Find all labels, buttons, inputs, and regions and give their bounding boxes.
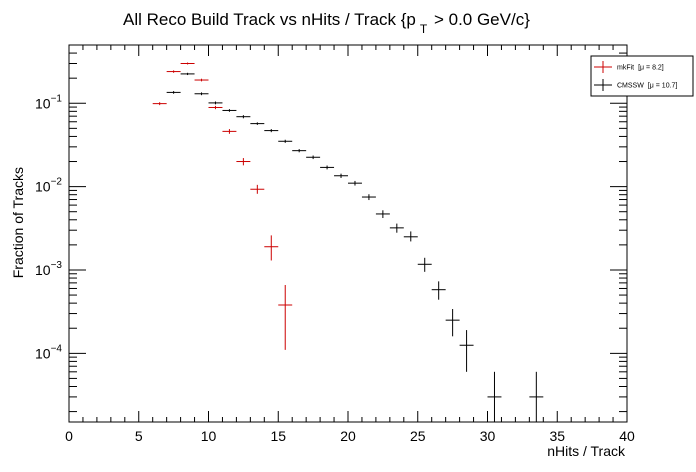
x-axis: 0 5 10 15 20 25 30 35 40 — [65, 45, 635, 444]
y-tick-label-base: 10 — [35, 179, 51, 195]
x-axis-title: nHits / Track — [547, 443, 626, 459]
legend-series-name-cmssw: CMSSW — [617, 83, 644, 90]
series-cmssw — [166, 72, 544, 422]
x-tick-label: 0 — [65, 428, 73, 444]
y-tick-label: 10−2 — [35, 177, 62, 195]
legend-label-cmssw: CMSSW [μ = 10.7] — [617, 83, 677, 90]
chart-title-main: All Reco Build Track vs nHits / Track {p — [123, 10, 416, 29]
y-tick-label-exponent: −2 — [51, 177, 63, 188]
legend-box — [590, 55, 694, 97]
y-tick-label-exponent: −1 — [51, 93, 63, 104]
x-tick-label: 10 — [201, 428, 217, 444]
legend-stat-cmssw: [μ = 10.7] — [648, 83, 678, 90]
legend: mkFit [μ = 8.2] CMSSW [μ = 10.7] — [590, 55, 694, 97]
legend-stat-mkfit: [μ = 8.2] — [638, 65, 664, 72]
x-tick-label: 35 — [549, 428, 565, 444]
y-tick-label: 10−1 — [35, 93, 62, 111]
x-tick-label: 40 — [619, 428, 635, 444]
y-tick-label-base: 10 — [35, 95, 51, 111]
y-tick-label-exponent: −4 — [51, 343, 63, 354]
y-tick-label: 10−4 — [35, 343, 62, 361]
x-tick-label: 5 — [135, 428, 143, 444]
plot-frame — [68, 44, 628, 423]
chart-title-tail: > 0.0 GeV/c} — [429, 10, 530, 29]
x-tick-label: 15 — [270, 428, 286, 444]
y-tick-label: 10−3 — [35, 260, 62, 278]
x-tick-label: 30 — [480, 428, 496, 444]
x-tick-label: 20 — [340, 428, 356, 444]
legend-label-mkfit: mkFit [μ = 8.2] — [617, 65, 664, 72]
legend-series-name-mkfit: mkFit — [617, 65, 634, 72]
y-axis-title: Fraction of Tracks — [10, 167, 26, 278]
series-mkfit — [152, 62, 293, 350]
y-axis: 10−110−210−310−4 — [35, 44, 627, 413]
y-tick-label-exponent: −3 — [51, 260, 63, 271]
y-tick-label-base: 10 — [35, 345, 51, 361]
y-tick-label-base: 10 — [35, 262, 51, 278]
chart-title: All Reco Build Track vs nHits / Track {p… — [123, 10, 530, 36]
data-series — [152, 62, 544, 422]
x-tick-label: 25 — [410, 428, 426, 444]
chart-title-subscript: T — [420, 22, 428, 36]
